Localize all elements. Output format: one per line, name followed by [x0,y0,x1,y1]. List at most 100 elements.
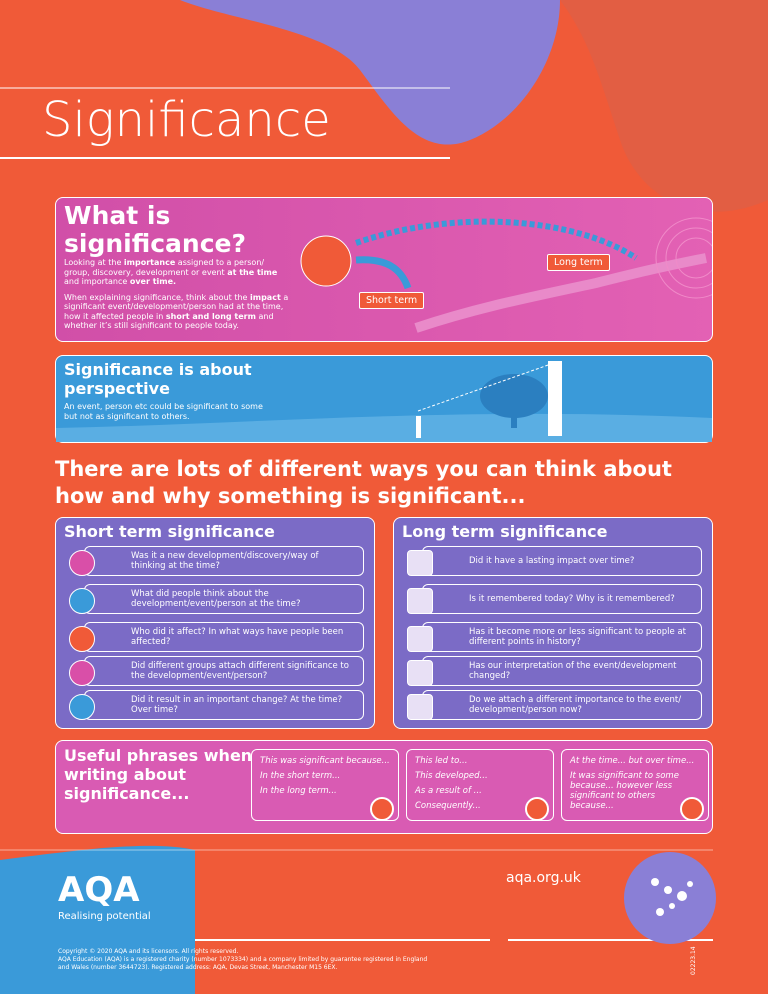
hands-photo [560,0,768,212]
phrase: This led to... [415,756,468,766]
phrase: In the short term... [260,771,341,781]
phrase: In the long term... [260,786,337,796]
long-label: Long term [547,254,610,271]
copyright-line: Copyright © 2020 AQA and its licensors. … [58,948,239,955]
text-run: When explaining significance, think abou… [64,292,250,302]
text-run: assigned to a person/ group, discovery, … [64,258,265,277]
question-text: Was it a new development/discovery/way o… [131,551,319,571]
ways-heading: There are lots of different ways you can… [55,457,672,508]
phrase: Consequently... [415,801,481,811]
question-text: Is it remembered today? Why is it rememb… [469,594,675,604]
text-run: impact [250,292,281,302]
arrow [355,218,638,261]
text-run: importance [123,258,176,267]
icon [69,588,95,614]
sight-line [417,363,552,412]
icon [407,550,433,576]
heading: Useful phrases when writing about signif… [64,746,253,803]
person [416,416,421,438]
code: 02223.14 [690,946,697,975]
arrow [355,256,412,290]
icon [407,694,433,720]
question-text: Do we attach a different importance to t… [469,695,682,715]
icon [69,550,95,576]
illustration [56,361,712,442]
question: Who did it affect? In what ways have peo… [69,622,364,652]
short-term-panel: Short term significance Was it a new dev… [55,517,375,729]
question: Is it remembered today? Why is it rememb… [407,584,702,614]
icon [69,694,95,720]
hill [56,413,712,442]
phrase: At the time... but over time... [570,756,695,766]
short-label: Short term [359,292,425,309]
text-run: short and long term [165,311,256,321]
question: Has it become more or less significant t… [407,622,702,652]
icon [407,588,433,614]
tree [511,406,517,428]
text-run: Looking at the [64,258,124,267]
url: aqa.org.uk [506,870,581,886]
rings [655,217,712,299]
phrase: As a result of ... [415,786,482,796]
copyright-line: AQA Education (AQA) is a registered char… [58,956,428,971]
icon [69,660,95,686]
tagline: Realising potential [58,911,151,922]
logo-circle [624,852,716,944]
copyright: Copyright © 2020 AQA and its licensors. … [58,948,438,972]
blob [180,0,560,145]
text-run: over time. [129,277,177,286]
icon [69,626,95,652]
question-text: Did it result in an important change? At… [131,695,343,715]
phrase-box: This led to... This developed... As a resu… [406,749,554,821]
hiker [548,361,562,436]
question-text: Has our interpretation of the event/deve… [469,661,677,681]
question-text: Did different groups attach different si… [131,661,349,681]
perspective-panel: Significance is about perspective An eve… [55,355,713,443]
question-text: What did people think about the developm… [131,589,301,609]
long-term-panel: Long term significance Did it have a las… [393,517,713,729]
heading: Significance is about perspective [64,360,252,398]
icon [407,626,433,652]
phrase: This was significant because... [260,756,390,766]
phrase: It was significant to some because... ho… [570,771,679,811]
check [370,797,394,821]
question: Was it a new development/discovery/way o… [69,546,364,576]
icon [407,660,433,686]
text-run: and importance [64,277,130,286]
question: Did different groups attach different si… [69,656,364,686]
question-text: Did it have a lasting impact over time? [469,556,635,566]
tree [480,374,548,418]
check [525,797,549,821]
check [680,797,704,821]
panel-title: Long term significance [402,522,608,541]
dots-icon [651,878,693,916]
text-run: and whether it’s still significant to pe… [64,311,274,331]
paragraph: When explaining significance, think abou… [64,293,289,331]
logo: AQA [58,870,140,910]
phrase-box: This was significant because... In the sh… [251,749,399,821]
text: An event, person etc could be significan… [64,402,263,421]
phrase: This developed... [415,771,488,781]
text-run: at the time [227,267,278,277]
question: Did it have a lasting impact over time? [407,546,702,576]
question: Do we attach a different importance to t… [407,690,702,720]
title: Significance [42,92,331,148]
circle [300,235,352,287]
phrases-panel: Useful phrases when writing about signif… [55,740,713,834]
question-text: Has it become more or less significant t… [469,627,686,647]
phrase-box: At the time... but over time... It was si… [561,749,709,821]
panel-title: Short term significance [64,522,275,541]
illustration [300,217,712,333]
paragraph: Looking at the importance assigned to a … [64,258,289,287]
question-text: Who did it affect? In what ways have peo… [131,627,344,647]
footer-shape [0,845,195,994]
text-run: a significant event/development/person h… [64,292,289,321]
question: Did it result in an important change? At… [69,690,364,720]
path [414,253,707,333]
question: Has our interpretation of the event/deve… [407,656,702,686]
what-is-panel: What is significance? Looking at the imp… [55,197,713,342]
heading: What is significance? [64,201,247,258]
paragraphs: Looking at the importance assigned to a … [64,258,289,337]
